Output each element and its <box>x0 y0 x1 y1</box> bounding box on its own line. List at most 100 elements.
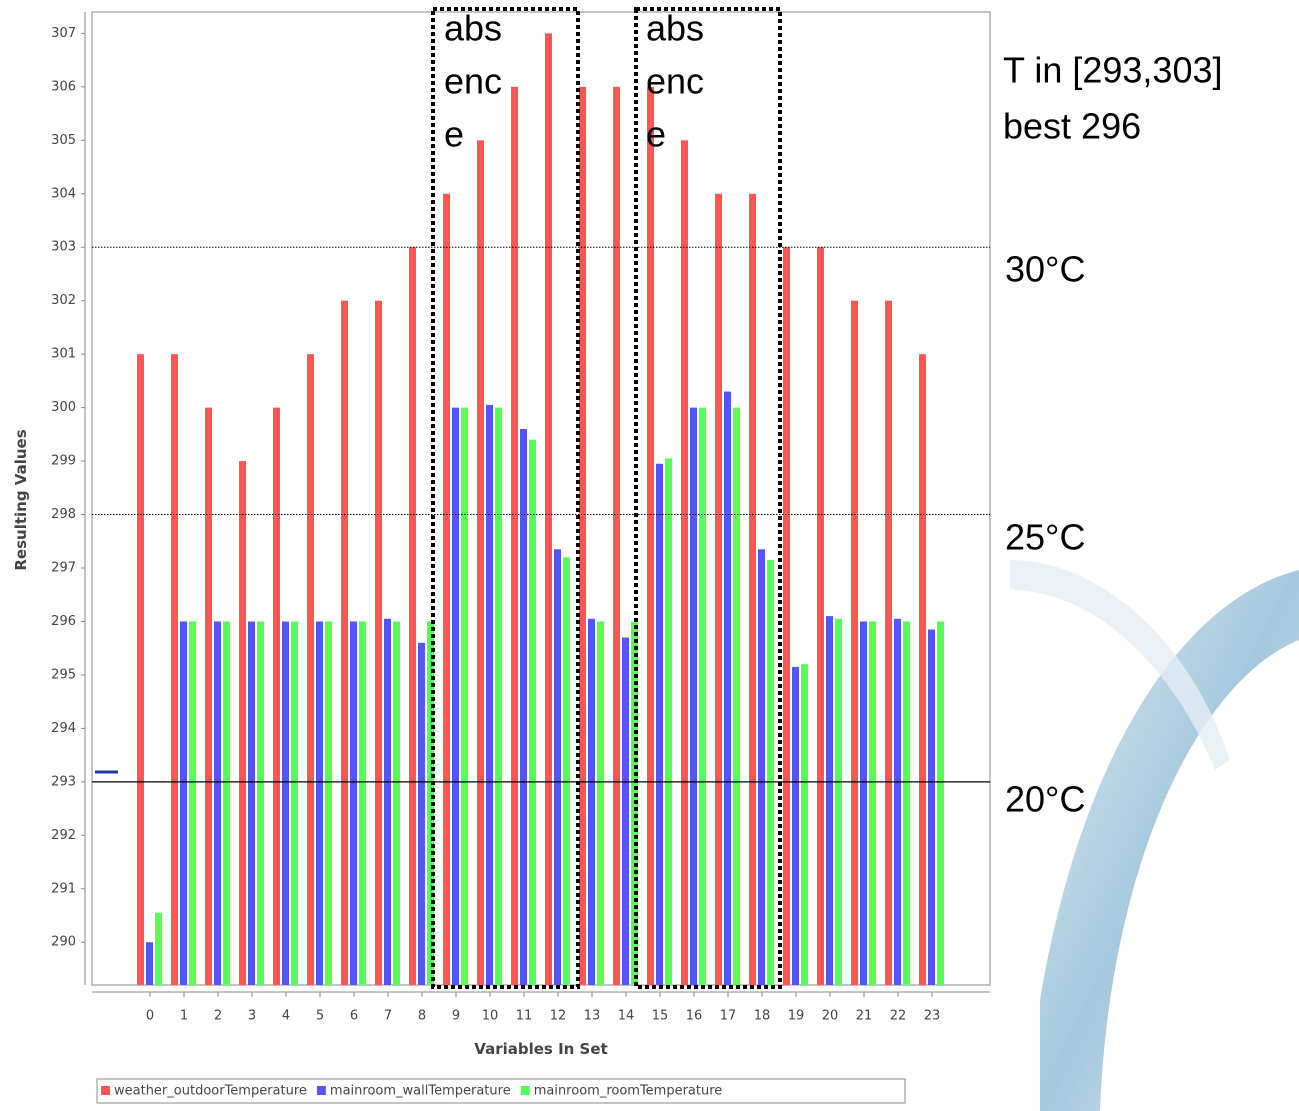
bar <box>393 621 400 985</box>
chart: Variables In Set Resulting Values 290291… <box>0 0 1299 1111</box>
bar <box>137 354 144 985</box>
bar <box>307 354 314 985</box>
bar <box>384 619 391 985</box>
y-tick-label: 297 <box>51 561 76 576</box>
bar <box>860 621 867 985</box>
x-tick-label: 12 <box>550 1009 567 1024</box>
legend-swatch <box>317 1086 326 1095</box>
y-axis-label: Resulting Values <box>12 429 30 570</box>
legend-swatch <box>101 1086 110 1095</box>
bar <box>588 619 595 985</box>
bar <box>341 301 348 985</box>
bar <box>180 621 187 985</box>
reference-label: 30°C <box>1005 248 1085 289</box>
bar <box>801 664 808 985</box>
y-tick-label: 298 <box>51 507 76 522</box>
bar <box>155 913 162 985</box>
bar <box>681 140 688 985</box>
x-tick-label: 0 <box>146 1009 154 1024</box>
y-tick-label: 295 <box>51 667 76 682</box>
bar <box>359 621 366 985</box>
y-tick-label: 292 <box>51 828 76 843</box>
legend-swatch <box>521 1086 530 1095</box>
bar <box>554 549 561 985</box>
bar <box>579 87 586 985</box>
bar <box>418 643 425 985</box>
y-tick-label: 291 <box>51 881 76 896</box>
bar <box>461 408 468 985</box>
bar <box>452 408 459 985</box>
bar <box>545 33 552 985</box>
bar <box>205 408 212 985</box>
x-tick-label: 3 <box>248 1009 256 1024</box>
bar <box>928 629 935 985</box>
bar <box>529 440 536 985</box>
y-tick-label: 300 <box>51 400 76 415</box>
y-tick-label: 296 <box>51 614 76 629</box>
x-tick-label: 14 <box>618 1009 635 1024</box>
bar <box>325 621 332 985</box>
x-tick-label: 18 <box>754 1009 771 1024</box>
y-tick-label: 306 <box>51 79 76 94</box>
x-tick-label: 8 <box>418 1009 426 1024</box>
y-tick-label: 290 <box>51 935 76 950</box>
x-tick-label: 13 <box>584 1009 601 1024</box>
legend-label: weather_outdoorTemperature <box>114 1084 307 1099</box>
bar <box>613 87 620 985</box>
bar <box>665 458 672 985</box>
y-tick-label: 294 <box>51 721 76 736</box>
x-tick-label: 1 <box>180 1009 188 1024</box>
bar <box>903 621 910 985</box>
bar <box>894 619 901 985</box>
x-tick-label: 17 <box>720 1009 737 1024</box>
bar <box>715 194 722 985</box>
y-tick-label: 301 <box>51 347 76 362</box>
x-tick-label: 4 <box>282 1009 290 1024</box>
y-tick-label: 307 <box>51 26 76 41</box>
bar <box>622 638 629 986</box>
y-tick-label: 302 <box>51 293 76 308</box>
bar <box>273 408 280 985</box>
annotation: enc <box>646 60 704 101</box>
y-tick-label: 304 <box>51 186 76 201</box>
x-tick-label: 11 <box>516 1009 533 1024</box>
x-tick-label: 5 <box>316 1009 324 1024</box>
y-tick-label: 305 <box>51 133 76 148</box>
bar <box>214 621 221 985</box>
bar <box>699 408 706 985</box>
reference-label: 20°C <box>1005 778 1085 819</box>
x-tick-label: 23 <box>924 1009 941 1024</box>
x-tick-label: 6 <box>350 1009 358 1024</box>
bar <box>885 301 892 985</box>
bar <box>511 87 518 985</box>
bar <box>171 354 178 985</box>
annotation: e <box>646 113 666 154</box>
bar <box>783 247 790 985</box>
bar <box>316 621 323 985</box>
annotation: e <box>444 113 464 154</box>
reference-label: 25°C <box>1005 516 1085 557</box>
bar <box>375 301 382 985</box>
x-tick-label: 22 <box>890 1009 907 1024</box>
x-tick-label: 10 <box>482 1009 499 1024</box>
bar <box>597 621 604 985</box>
bar <box>937 621 944 985</box>
bar <box>291 621 298 985</box>
bar <box>869 621 876 985</box>
bar <box>919 354 926 985</box>
bar <box>282 621 289 985</box>
legend-label: mainroom_wallTemperature <box>330 1084 511 1099</box>
bar <box>409 247 416 985</box>
x-tick-label: 21 <box>856 1009 873 1024</box>
bar <box>817 247 824 985</box>
bar <box>477 140 484 985</box>
bar <box>495 408 502 985</box>
bar <box>647 87 654 985</box>
x-tick-label: 9 <box>452 1009 460 1024</box>
bar <box>223 621 230 985</box>
bar <box>835 619 842 985</box>
bar <box>146 942 153 985</box>
bar <box>826 616 833 985</box>
bar <box>767 560 774 985</box>
bar <box>257 621 264 985</box>
